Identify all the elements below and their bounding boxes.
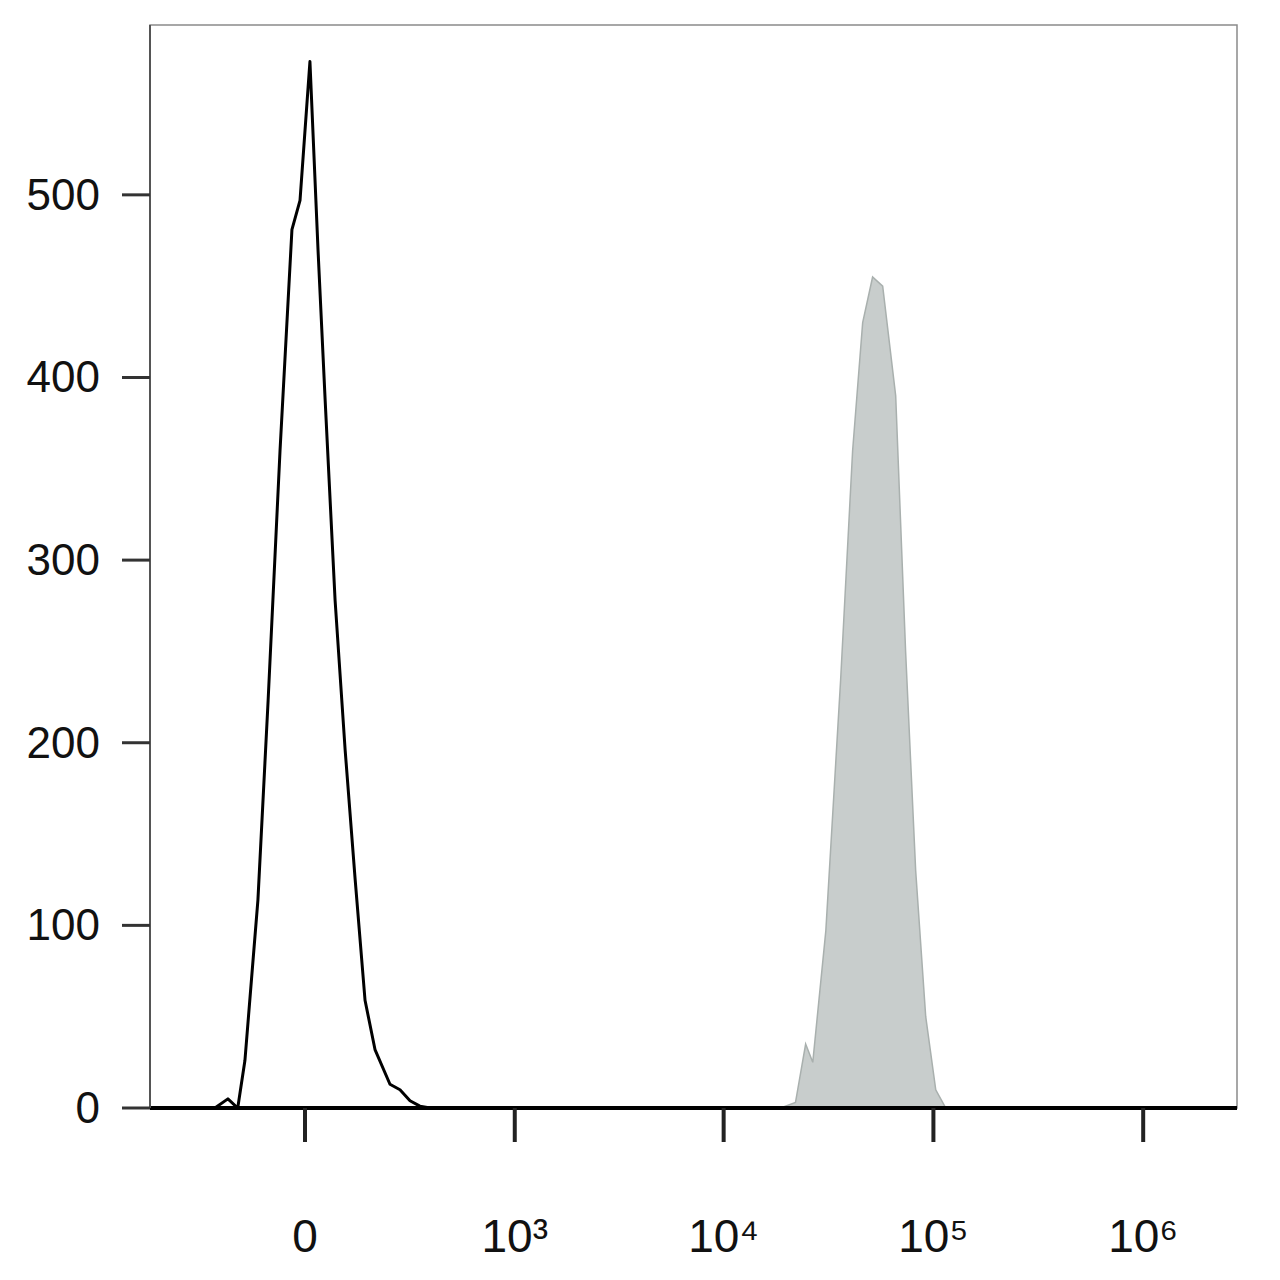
x-tick xyxy=(303,1108,307,1142)
x-tick-label: 10⁶ xyxy=(1108,1210,1178,1262)
y-tick xyxy=(122,559,150,562)
x-tick xyxy=(722,1108,726,1142)
y-tick xyxy=(122,376,150,379)
plot-area xyxy=(215,62,946,1108)
y-tick xyxy=(122,193,150,196)
y-axis xyxy=(149,25,151,1108)
y-tick-label: 0 xyxy=(76,1083,100,1132)
x-tick xyxy=(931,1108,935,1142)
histogram-line xyxy=(215,62,430,1108)
x-tick-label: 10⁴ xyxy=(688,1210,759,1262)
x-tick-label: 0 xyxy=(292,1210,318,1262)
plot-frame xyxy=(150,25,1237,1108)
x-axis xyxy=(150,1106,1237,1110)
y-tick-label: 500 xyxy=(27,170,100,219)
y-tick-label: 300 xyxy=(27,535,100,584)
y-tick-label: 100 xyxy=(27,900,100,949)
y-tick xyxy=(122,741,150,744)
x-tick-label: 10⁵ xyxy=(898,1210,968,1262)
x-tick xyxy=(1141,1108,1145,1142)
y-tick-label: 200 xyxy=(27,718,100,767)
x-tick xyxy=(513,1108,517,1142)
y-tick-label: 400 xyxy=(27,352,100,401)
histogram-area xyxy=(781,277,946,1108)
y-tick xyxy=(122,1107,150,1110)
x-tick-label: 10³ xyxy=(482,1210,548,1262)
y-tick xyxy=(122,924,150,927)
chart: 0 100 200 300 400 500 0 10³ 10⁴ 10⁵ 10⁶ xyxy=(0,0,1280,1280)
